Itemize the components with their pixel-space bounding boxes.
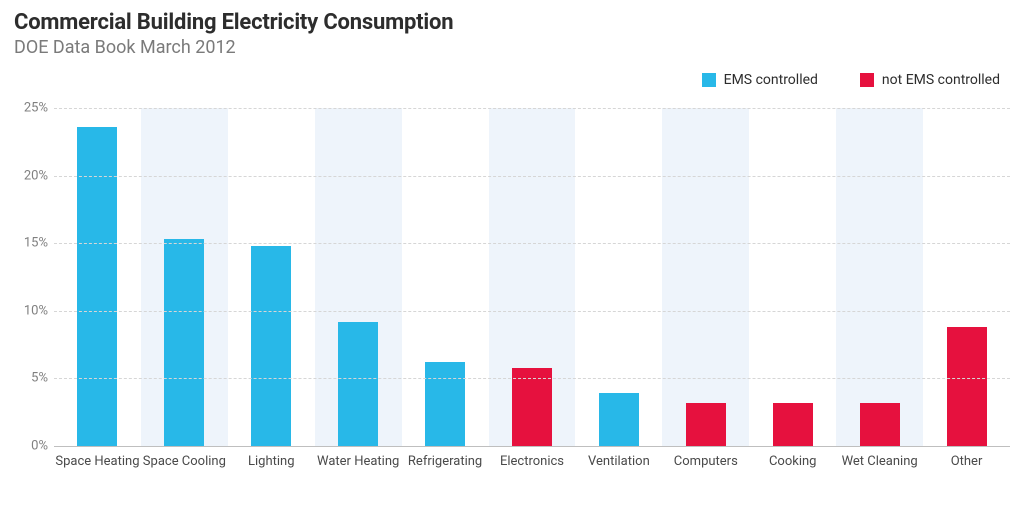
x-tick-label: Computers — [659, 454, 752, 470]
plot-area — [54, 108, 1010, 446]
bar — [338, 322, 378, 446]
bar — [947, 327, 987, 446]
gridline — [54, 176, 1010, 177]
x-tick-label: Other — [920, 454, 1013, 470]
y-tick-label: 25% — [14, 101, 48, 116]
gridline — [54, 108, 1010, 109]
x-tick-label: Water Heating — [312, 454, 405, 470]
bar — [773, 403, 813, 446]
bar — [686, 403, 726, 446]
x-tick-label: Cooking — [746, 454, 839, 470]
x-tick-label: Lighting — [225, 454, 318, 470]
y-tick-label: 5% — [14, 371, 48, 386]
bar — [425, 362, 465, 446]
x-tick-label: Electronics — [486, 454, 579, 470]
bar — [251, 246, 291, 446]
x-tick-label: Ventilation — [572, 454, 665, 470]
chart-subtitle: DOE Data Book March 2012 — [14, 37, 1010, 58]
gridline — [54, 378, 1010, 379]
y-tick-label: 10% — [14, 303, 48, 318]
legend-item-ems: EMS controlled — [702, 72, 818, 88]
x-tick-label: Refrigerating — [399, 454, 492, 470]
bar — [860, 403, 900, 446]
legend-label-not-ems: not EMS controlled — [882, 72, 1000, 88]
legend-item-not-ems: not EMS controlled — [860, 72, 1000, 88]
x-tick-label: Wet Cleaning — [833, 454, 926, 470]
plot-stripe — [836, 108, 923, 446]
gridline — [54, 311, 1010, 312]
x-tick-label: Space Heating — [51, 454, 144, 470]
chart-title: Commercial Building Electricity Consumpt… — [14, 10, 1010, 35]
y-tick-label: 0% — [14, 439, 48, 454]
legend-label-ems: EMS controlled — [724, 72, 818, 88]
chart-area: 0%5%10%15%20%25%Space HeatingSpace Cooli… — [14, 108, 1010, 500]
bar — [164, 239, 204, 446]
gridline — [54, 446, 1010, 447]
gridline — [54, 243, 1010, 244]
legend: EMS controlled not EMS controlled — [702, 72, 1000, 88]
bar — [599, 393, 639, 446]
plot-stripe — [662, 108, 749, 446]
y-tick-label: 20% — [14, 168, 48, 183]
x-tick-label: Space Cooling — [138, 454, 231, 470]
legend-swatch-not-ems — [860, 73, 874, 87]
chart-container: Commercial Building Electricity Consumpt… — [0, 0, 1024, 509]
legend-swatch-ems — [702, 73, 716, 87]
y-tick-label: 15% — [14, 236, 48, 251]
